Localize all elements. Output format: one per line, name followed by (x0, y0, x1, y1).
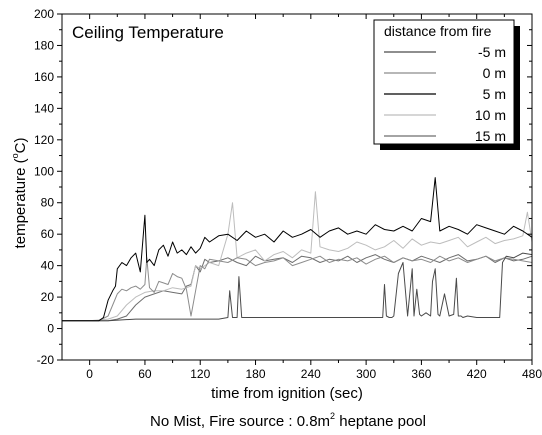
caption-superscript: 2 (330, 411, 335, 421)
y-axis-title-degree: o (10, 153, 20, 158)
x-axis-title: time from ignition (sec) (211, 385, 363, 402)
y-tick-label: 200 (34, 7, 54, 21)
y-tick-label: 80 (41, 196, 55, 210)
x-tick-label: 480 (522, 367, 542, 381)
x-tick-label: 240 (301, 367, 321, 381)
series-line (62, 177, 533, 322)
caption-pre: No Mist, Fire source : 0.8m (150, 413, 330, 430)
x-tick-label: 60 (138, 367, 152, 381)
y-axis-title-pre: temperature ( (12, 158, 29, 248)
y-tick-label: 60 (41, 227, 55, 241)
x-tick-label: 0 (86, 367, 93, 381)
series-line (62, 255, 533, 322)
x-tick-label: 360 (411, 367, 431, 381)
x-tick-label: 120 (190, 367, 210, 381)
y-tick-label: 120 (34, 133, 54, 147)
chart-caption: No Mist, Fire source : 0.8m2 heptane poo… (150, 411, 426, 430)
chart-title: Ceiling Temperature (72, 23, 224, 42)
y-tick-label: 100 (34, 164, 54, 178)
y-tick-label: -20 (37, 353, 55, 367)
y-tick-label: 140 (34, 101, 54, 115)
legend-title: distance from fire (384, 23, 492, 39)
legend-label: 15 m (475, 128, 506, 144)
legend: distance from fire -5 m 0 m 5 m 10 m 15 m (373, 19, 520, 150)
legend-label: 10 m (475, 107, 506, 123)
y-tick-label: 20 (41, 290, 55, 304)
legend-label: 0 m (483, 65, 506, 81)
series-line (62, 254, 533, 322)
y-axis-title: temperature (oC) (10, 138, 29, 249)
legend-box (373, 19, 515, 145)
x-tick-label: 300 (356, 367, 376, 381)
legend-entries: -5 m 0 m 5 m 10 m 15 m (384, 44, 506, 144)
series-line (62, 191, 533, 322)
legend-label: -5 m (478, 44, 506, 60)
plot-layer (62, 177, 533, 322)
axes-layer: 0 60 120 180 240 300 360 420 480 -20 0 20 40 60 80 100 1… (34, 7, 542, 381)
x-tick-label: 420 (467, 367, 487, 381)
y-tick-label: 160 (34, 70, 54, 84)
legend-label: 5 m (483, 86, 506, 102)
y-tick-label: 40 (41, 259, 55, 273)
y-tick-label: 0 (47, 322, 54, 336)
y-axis-title-post: C) (12, 138, 29, 154)
y-tick-label: 180 (34, 38, 54, 52)
series-line (62, 252, 533, 322)
x-tick-label: 180 (246, 367, 266, 381)
caption-post: heptane pool (335, 413, 426, 430)
